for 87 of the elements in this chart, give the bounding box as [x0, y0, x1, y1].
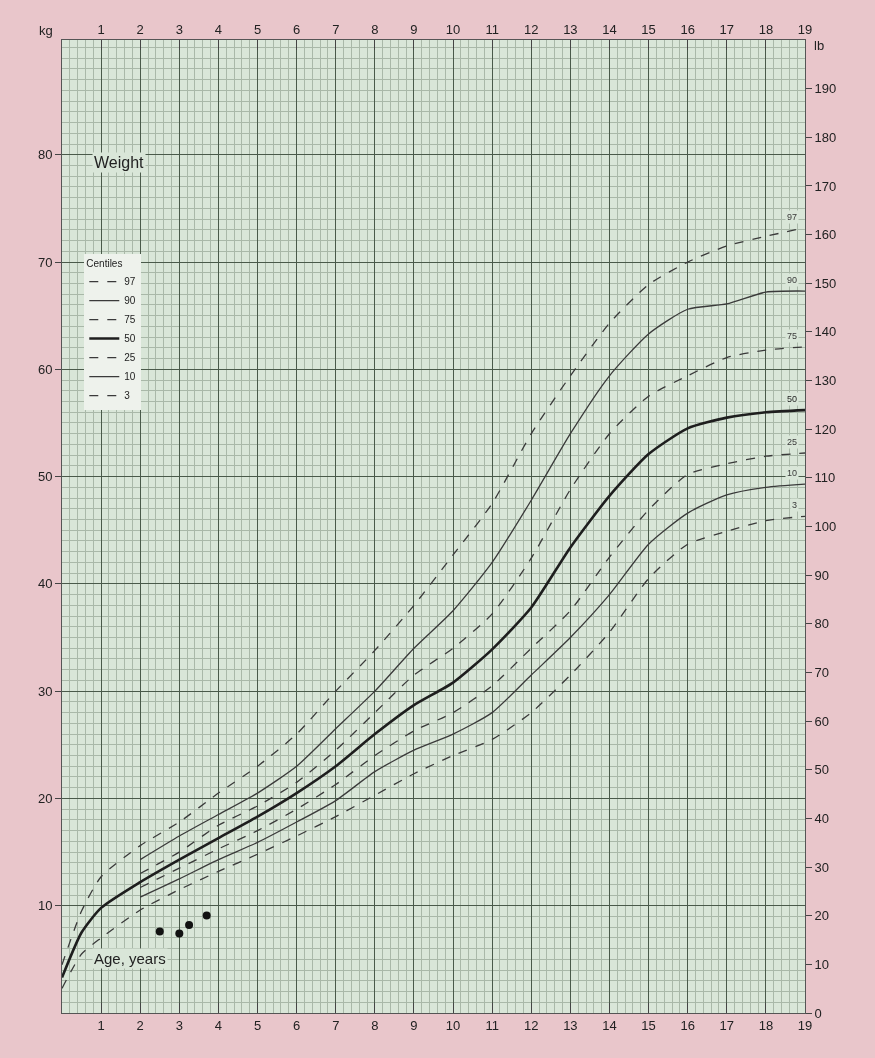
y2-tick-label: 10: [814, 956, 830, 972]
legend-label: 75: [124, 314, 136, 326]
x2-tick-label: 3: [175, 1017, 183, 1033]
line-series: [62, 408, 805, 979]
y-tick-label: 50: [37, 469, 53, 485]
line-series: [62, 515, 805, 989]
y2-tick-label: 150: [814, 275, 837, 291]
legend-label: 10: [124, 371, 136, 383]
x-tick-label: 5: [253, 21, 262, 37]
x2-tick-label: 5: [253, 1017, 262, 1033]
y-tick-label: 40: [37, 576, 53, 592]
x2-tick-label: 8: [371, 1017, 379, 1033]
x2-tick-label: 7: [332, 1017, 340, 1033]
x2-tick-label: 14: [602, 1017, 617, 1033]
y-tick-label: 10: [37, 898, 53, 914]
x-tick-label: 9: [410, 21, 418, 37]
y2-tick-label: 70: [814, 665, 830, 680]
x-tick-label: 11: [485, 21, 499, 37]
text: 25: [787, 437, 798, 447]
x2-tick-label: 10: [445, 1017, 461, 1033]
y-axis-title: kg: [39, 23, 53, 38]
text: Weight: [94, 154, 145, 171]
x2-tick-label: 17: [719, 1017, 735, 1033]
legend-title: Centiles: [86, 258, 123, 270]
x2-tick-label: 6: [293, 1017, 301, 1033]
x-tick-label: 10: [445, 21, 461, 37]
y2-tick-label: 170: [814, 178, 837, 194]
x2-tick-label: 9: [410, 1017, 418, 1033]
x-tick-label: 6: [293, 21, 301, 37]
x-tick-label: 8: [371, 21, 379, 37]
y2-tick-label: 40: [814, 810, 830, 826]
y2-tick-label: 140: [814, 324, 837, 340]
x2-tick-label: 12: [524, 1017, 539, 1033]
text: 50: [787, 394, 798, 404]
y2-tick-label: 30: [814, 859, 830, 875]
x-axis-title: Age, years: [94, 950, 166, 967]
legend-label: 90: [124, 295, 136, 307]
x2-tick-label: 16: [680, 1017, 695, 1033]
y2-tick-label: 130: [814, 373, 837, 389]
y2-tick-label: 160: [814, 227, 837, 243]
x-tick-label: 16: [680, 21, 695, 37]
y2-tick-label: 190: [814, 81, 837, 97]
text: 75: [787, 331, 798, 341]
x-tick-label: 1: [97, 21, 105, 37]
y2-tick-label: 60: [814, 713, 830, 729]
x2-tick-label: 1: [97, 1017, 105, 1033]
text: 97: [787, 212, 798, 222]
x-tick-label: 3: [175, 21, 183, 37]
legend-label: 25: [124, 352, 136, 364]
x2-tick-label: 2: [136, 1017, 144, 1033]
y-tick-label: 80: [37, 147, 53, 163]
x2-tick-label: 19: [797, 1017, 813, 1033]
y2-tick-label: 50: [814, 762, 830, 778]
x-tick-label: 14: [602, 21, 617, 37]
x2-tick-label: 18: [758, 1017, 774, 1033]
y-tick-label: 70: [37, 254, 53, 270]
legend-label: 50: [124, 333, 136, 345]
y2-axis-title: lb: [814, 38, 825, 53]
text: 3: [792, 500, 798, 510]
y-tick-label: 20: [37, 791, 53, 806]
y-tick-label: 30: [37, 683, 53, 699]
x-tick-label: 13: [563, 21, 578, 37]
y2-tick-label: 110: [814, 470, 836, 486]
legend-label: 97: [124, 276, 136, 288]
x-tick-label: 2: [136, 21, 144, 37]
x2-tick-label: 13: [563, 1017, 578, 1033]
y2-tick-label: 80: [814, 616, 830, 632]
y2-tick-label: 100: [814, 519, 837, 535]
x-tick-label: 12: [524, 21, 539, 37]
x2-tick-label: 11: [485, 1017, 499, 1033]
y-tick-label: 60: [37, 361, 53, 377]
x-tick-label: 4: [214, 21, 223, 37]
x2-tick-label: 15: [641, 1017, 656, 1033]
x2-tick-label: 4: [214, 1017, 223, 1033]
text: 10: [787, 468, 798, 478]
x-tick-label: 17: [719, 21, 735, 37]
y2-tick-label: 120: [814, 421, 837, 437]
y2-tick-label: 20: [814, 908, 830, 924]
text: 90: [787, 275, 798, 285]
y2-tick-label: 180: [814, 129, 837, 145]
legend-label: 3: [124, 390, 131, 402]
x-tick-label: 7: [332, 21, 340, 37]
x-tick-label: 19: [797, 21, 813, 37]
x-tick-label: 15: [641, 21, 656, 37]
y2-tick-label: 90: [814, 567, 830, 583]
x-tick-label: 18: [758, 21, 774, 37]
y2-tick-label: 0: [814, 1005, 822, 1021]
